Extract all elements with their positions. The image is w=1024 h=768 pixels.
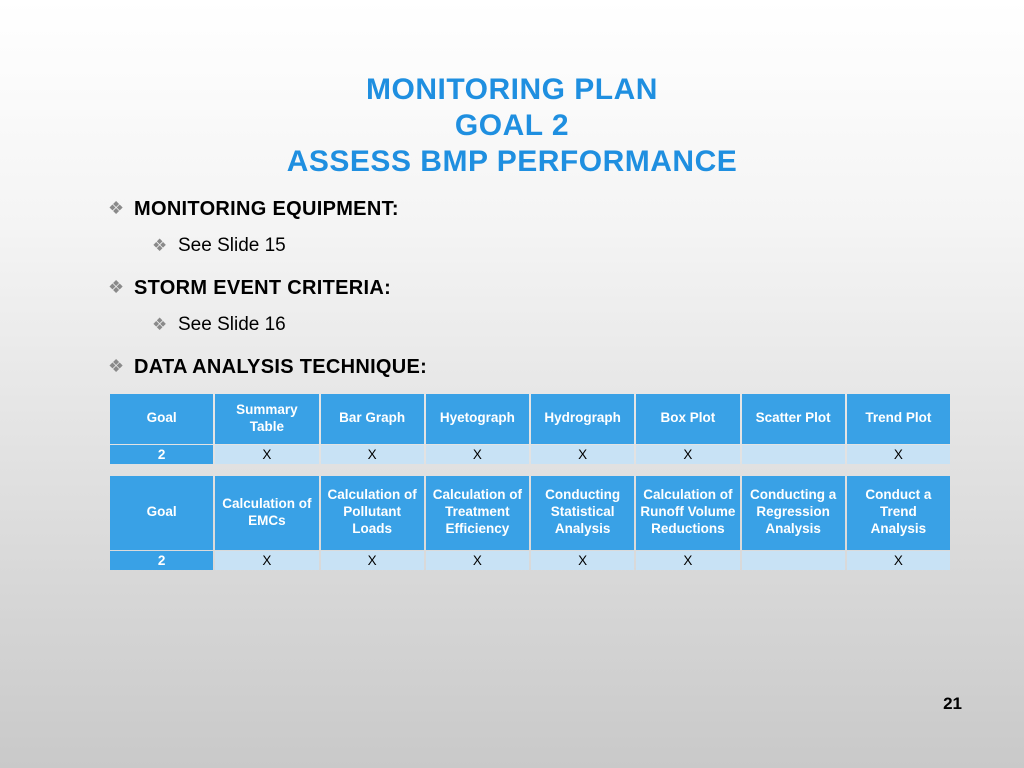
cell: X	[847, 551, 950, 570]
col-scatter-plot: Scatter Plot	[742, 394, 845, 444]
cell: X	[636, 551, 739, 570]
cell-goal: 2	[110, 445, 213, 464]
cell: X	[636, 445, 739, 464]
title-line-3: ASSESS BMP PERFORMANCE	[70, 144, 954, 180]
col-runoff-reductions: Calculation of Runoff Volume Reductions	[636, 476, 739, 550]
col-goal: Goal	[110, 476, 213, 550]
page-number: 21	[943, 694, 962, 714]
col-hydrograph: Hydrograph	[531, 394, 634, 444]
col-calc-treatment-eff: Calculation of Treatment Efficiency	[426, 476, 529, 550]
title-line-2: GOAL 2	[70, 108, 954, 144]
slide: MONITORING PLAN GOAL 2 ASSESS BMP PERFOR…	[0, 0, 1024, 768]
col-goal: Goal	[110, 394, 213, 444]
cell: X	[531, 445, 634, 464]
table-chart-types: Goal Summary Table Bar Graph Hyetograph …	[108, 393, 952, 465]
cell: X	[215, 445, 318, 464]
col-calc-pollutant-loads: Calculation of Pollutant Loads	[321, 476, 424, 550]
col-stat-analysis: Conducting Statistical Analysis	[531, 476, 634, 550]
cell: X	[215, 551, 318, 570]
cell-goal: 2	[110, 551, 213, 570]
cell: X	[321, 551, 424, 570]
title-line-1: MONITORING PLAN	[70, 72, 954, 108]
col-summary-table: Summary Table	[215, 394, 318, 444]
col-regression-analysis: Conducting a Regression Analysis	[742, 476, 845, 550]
cell	[742, 445, 845, 464]
tables-container: Goal Summary Table Bar Graph Hyetograph …	[70, 393, 954, 571]
slide-title: MONITORING PLAN GOAL 2 ASSESS BMP PERFOR…	[70, 72, 954, 180]
table-calculations: Goal Calculation of EMCs Calculation of …	[108, 475, 952, 571]
bullet-see-slide-16: See Slide 16	[152, 314, 954, 336]
col-calc-emcs: Calculation of EMCs	[215, 476, 318, 550]
bullet-storm-event-criteria: STORM EVENT CRITERIA:	[108, 277, 954, 300]
cell: X	[426, 445, 529, 464]
bullet-data-analysis-technique: DATA ANALYSIS TECHNIQUE:	[108, 356, 954, 379]
table-header-row: Goal Calculation of EMCs Calculation of …	[110, 476, 950, 550]
cell: X	[847, 445, 950, 464]
table-row: 2 X X X X X X	[110, 445, 950, 464]
cell: X	[531, 551, 634, 570]
cell: X	[321, 445, 424, 464]
table-row: 2 X X X X X X	[110, 551, 950, 570]
content-block: MONITORING EQUIPMENT: See Slide 15 STORM…	[70, 198, 954, 379]
bullet-see-slide-15: See Slide 15	[152, 235, 954, 257]
bullet-monitoring-equipment: MONITORING EQUIPMENT:	[108, 198, 954, 221]
col-trend-plot: Trend Plot	[847, 394, 950, 444]
cell: X	[426, 551, 529, 570]
col-box-plot: Box Plot	[636, 394, 739, 444]
col-bar-graph: Bar Graph	[321, 394, 424, 444]
cell	[742, 551, 845, 570]
table-header-row: Goal Summary Table Bar Graph Hyetograph …	[110, 394, 950, 444]
col-hyetograph: Hyetograph	[426, 394, 529, 444]
col-trend-analysis: Conduct a Trend Analysis	[847, 476, 950, 550]
